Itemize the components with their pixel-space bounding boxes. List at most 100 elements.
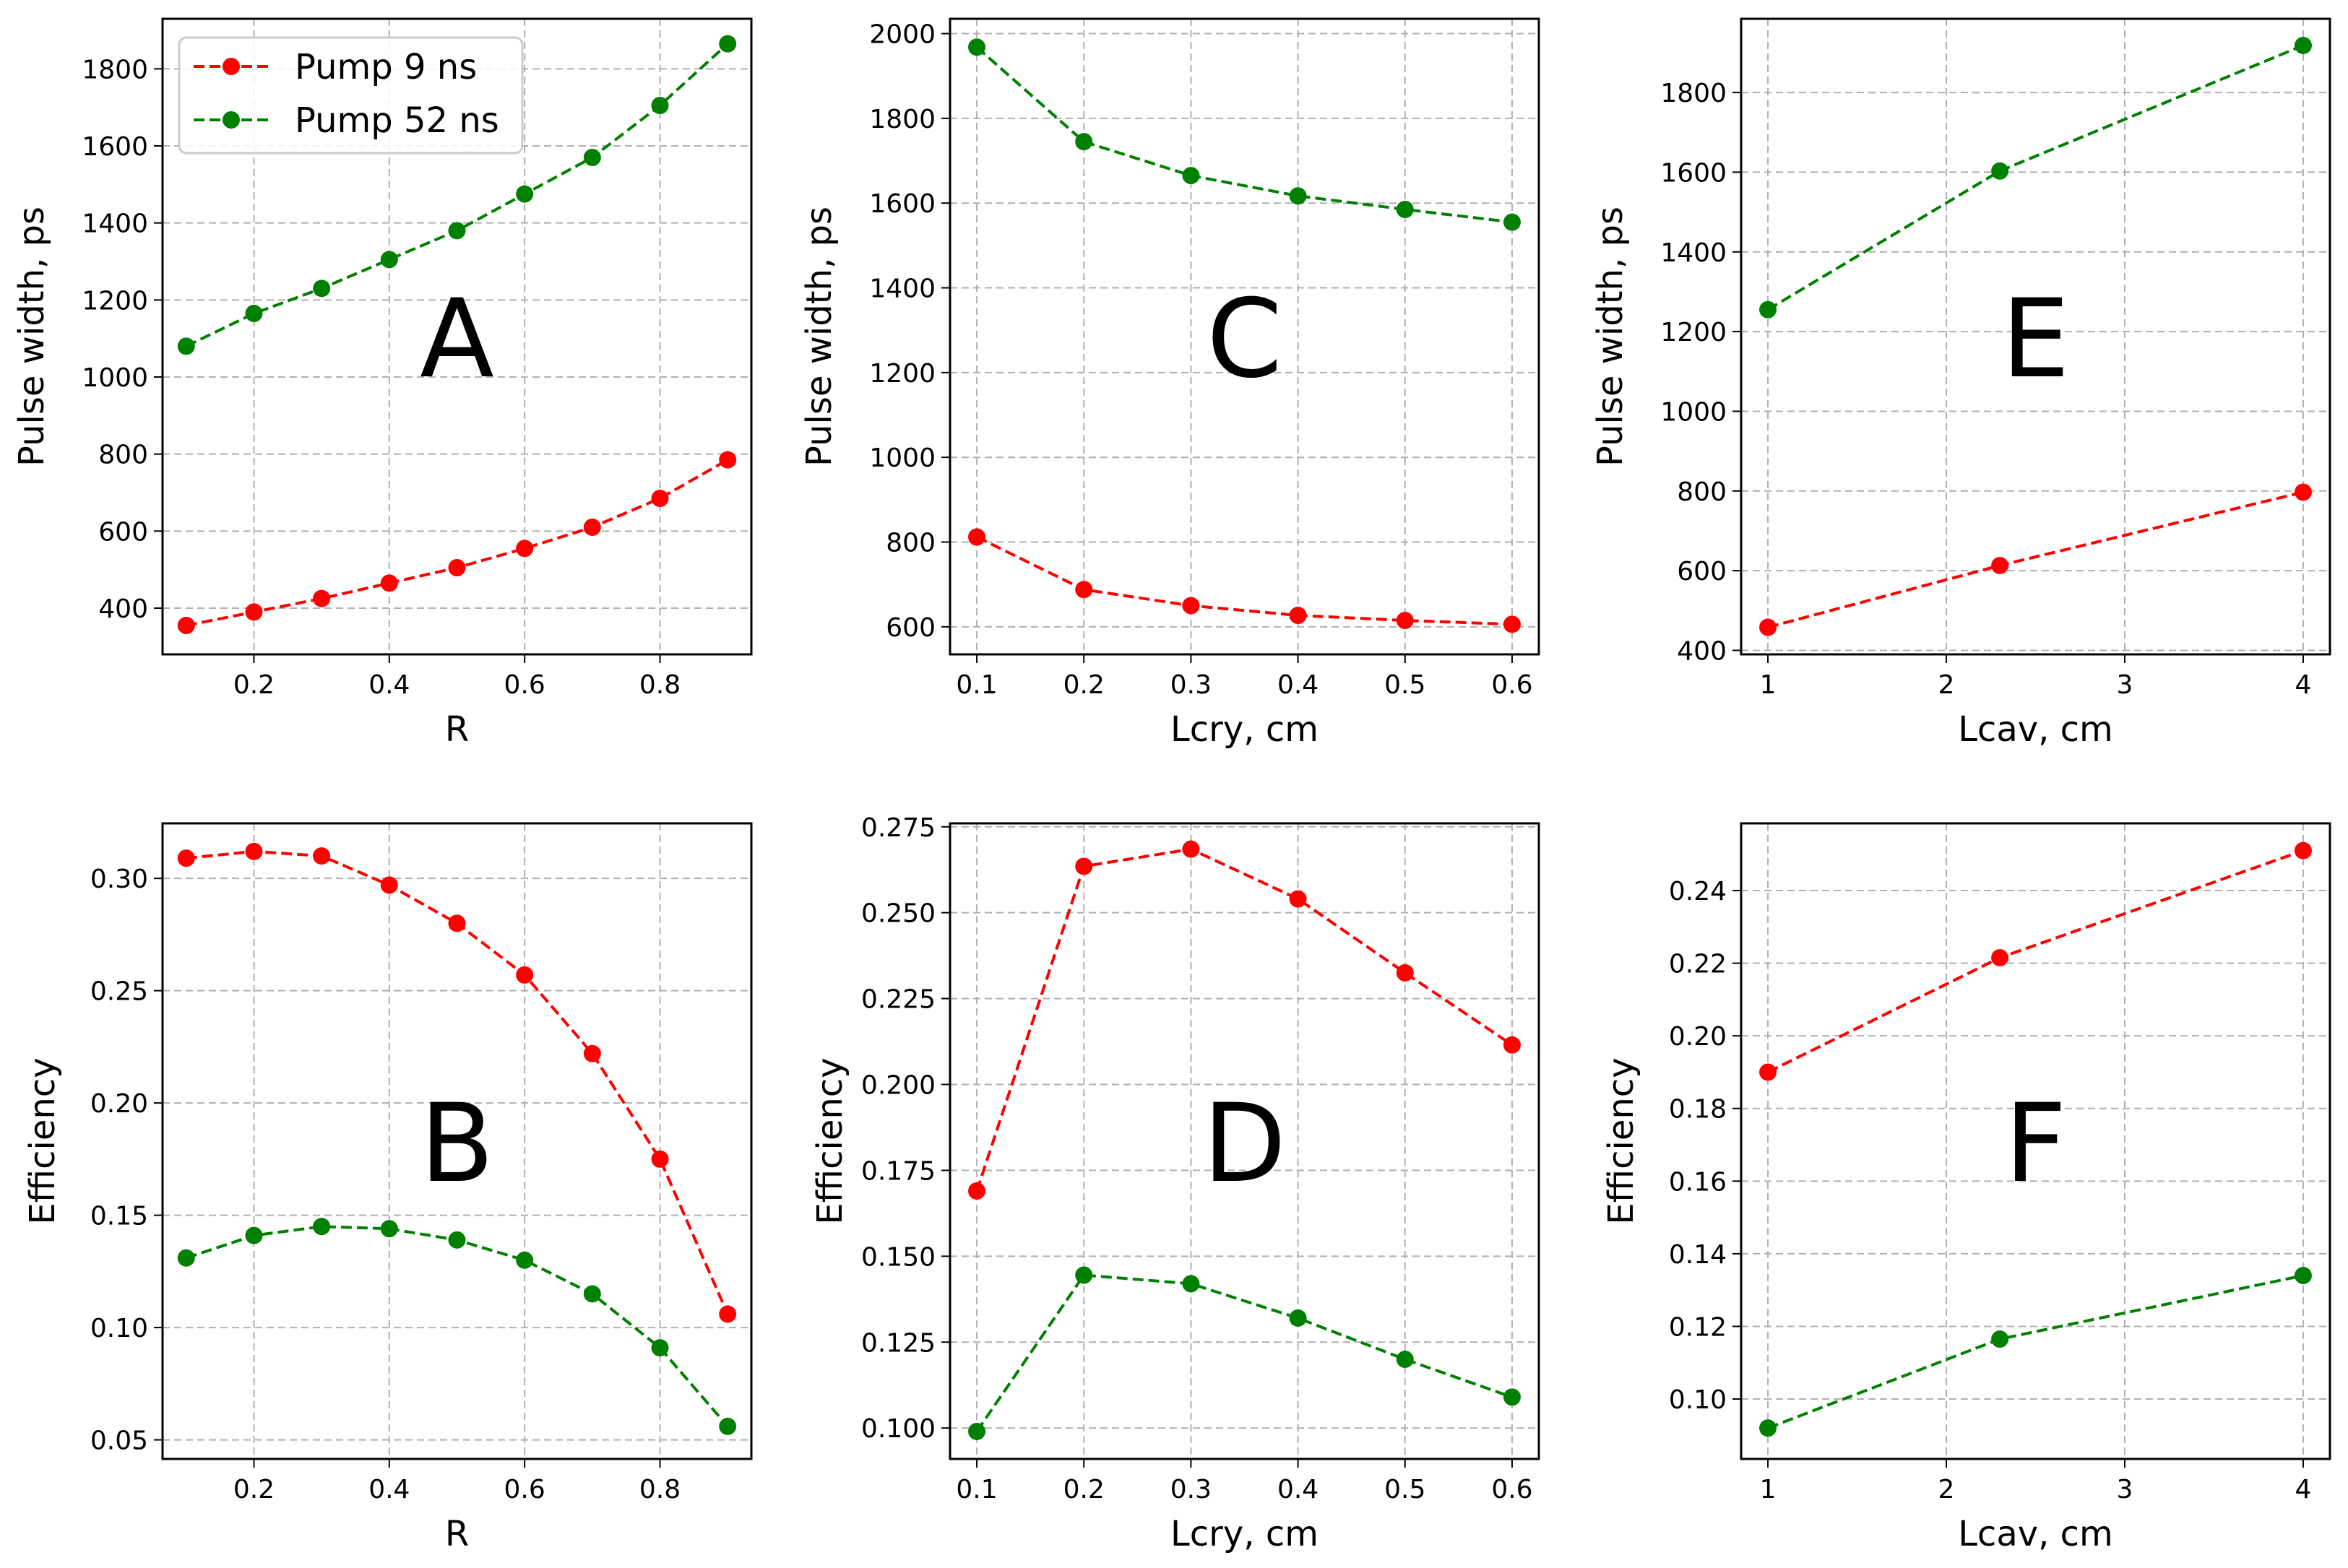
data-point-pump-9-ns [651, 490, 669, 507]
y-axis-label: Pulse width, ps [1590, 207, 1631, 467]
y-tick-label: 0.22 [1669, 950, 1727, 979]
data-point-pump-9-ns [177, 849, 195, 867]
data-point-pump-52-ns [968, 1422, 986, 1440]
data-point-pump-9-ns [1759, 1063, 1777, 1081]
y-tick-label: 0.15 [90, 1202, 148, 1231]
x-tick-label: 0.2 [1063, 1475, 1105, 1504]
series-line-pump-9-ns [186, 458, 729, 627]
data-point-pump-52-ns [1182, 1275, 1200, 1293]
y-tick-label: 0.225 [861, 985, 936, 1015]
y-tick-label: 1600 [1660, 158, 1727, 188]
series-line-pump-9-ns [975, 847, 1514, 1192]
legend-marker-pump-52 [223, 111, 240, 129]
y-tick-label: 0.20 [1669, 1022, 1727, 1052]
y-tick-label: 0.12 [1669, 1312, 1727, 1342]
panel-letter: F [2004, 1081, 2066, 1207]
y-tick-label: 1600 [82, 132, 148, 162]
x-tick-label: 0.6 [1491, 1475, 1532, 1504]
data-point-pump-9-ns [448, 559, 466, 576]
data-point-pump-9-ns [968, 528, 986, 546]
y-tick-label: 1600 [869, 189, 936, 219]
data-point-pump-52-ns [245, 305, 263, 322]
y-tick-label: 0.100 [861, 1414, 936, 1444]
data-point-pump-9-ns [719, 451, 737, 469]
data-point-pump-9-ns [245, 603, 263, 621]
data-point-pump-9-ns [448, 914, 466, 932]
panel-letter: C [1207, 277, 1282, 402]
y-tick-label: 1200 [1660, 318, 1727, 347]
y-tick-label: 0.20 [90, 1089, 148, 1119]
data-point-pump-52-ns [1289, 187, 1307, 205]
y-tick-label: 1400 [82, 209, 148, 239]
x-tick-label: 4 [2295, 670, 2312, 700]
data-point-pump-9-ns [1289, 607, 1307, 625]
data-point-pump-52-ns [177, 337, 195, 355]
chart-panel-f: 1 2 3 4 0.10 0.12 0.14 0.16 0.18 0.20 0.22 0.24 F Lca… [1601, 822, 2331, 1554]
y-tick-label: 600 [886, 613, 936, 643]
y-tick-label: 1000 [82, 363, 148, 393]
y-axis-label: Pulse width, ps [12, 207, 52, 467]
legend-marker-pump-9 [223, 58, 240, 75]
y-tick-label: 400 [1677, 636, 1727, 666]
axes-frame [161, 17, 753, 656]
data-point-pump-52-ns [380, 1220, 398, 1238]
y-tick-label: 1400 [869, 274, 936, 304]
data-point-pump-52-ns [516, 1251, 534, 1269]
data-point-pump-9-ns [1503, 615, 1521, 633]
y-tick-label: 1000 [869, 443, 936, 473]
series-line-pump-9-ns [1767, 849, 2304, 1074]
data-point-pump-52-ns [651, 97, 669, 114]
data-point-pump-9-ns [1075, 857, 1093, 875]
data-point-pump-9-ns [1075, 581, 1093, 599]
data-point-pump-9-ns [1289, 890, 1307, 908]
panel-letter: A [420, 277, 494, 402]
series-line-pump-52-ns [1767, 44, 2304, 311]
y-tick-label: 600 [1677, 557, 1727, 586]
chart-panel-d: 0.1 0.2 0.3 0.4 0.5 0.6 0.100 0.125 0.150 0.175 0.… [810, 813, 1540, 1554]
y-tick-label: 0.05 [90, 1426, 148, 1456]
chart-panel-a: 0.2 0.4 0.6 0.8 400 600 800 1000 1200 1400 1600 180… [12, 17, 753, 750]
panels: 0.2 0.4 0.6 0.84006008001000120014001600180… [12, 17, 2331, 1554]
x-axis-label: R [445, 1514, 469, 1554]
data-point-pump-52-ns [2294, 1267, 2312, 1285]
y-tick-label: 0.250 [861, 899, 936, 929]
x-tick-label: 0.3 [1170, 670, 1212, 700]
data-point-pump-9-ns [177, 617, 195, 634]
y-tick-label: 1200 [869, 359, 936, 389]
data-point-pump-9-ns [1759, 618, 1777, 636]
y-tick-label: 1800 [869, 105, 936, 134]
data-point-pump-52-ns [1396, 201, 1414, 218]
series-line-pump-52-ns [975, 46, 1513, 224]
y-tick-label: 1400 [1660, 238, 1727, 268]
x-tick-label: 0.5 [1384, 670, 1425, 700]
x-tick-label: 0.4 [368, 1475, 410, 1504]
chart-panel-b: 0.2 0.4 0.6 0.8 0.05 0.10 0.15 0.20 0.25 0.30 B R Ef… [22, 822, 753, 1554]
data-point-pump-52-ns [1991, 162, 2009, 180]
y-axis-label: Pulse width, ps [799, 207, 840, 467]
data-point-pump-52-ns [1075, 1266, 1093, 1284]
y-tick-label: 0.200 [861, 1071, 936, 1101]
chart-panel-e: 1 2 3 4 400 600 800 1000 1200 1400 1600 1800 E Lcav, … [1590, 17, 2331, 750]
x-tick-label: 0.4 [1277, 1475, 1318, 1504]
data-point-pump-52-ns [651, 1339, 669, 1357]
data-point-pump-9-ns [1991, 556, 2009, 574]
y-tick-label: 0.10 [1669, 1385, 1727, 1415]
x-tick-label: 0.6 [504, 1475, 545, 1504]
y-tick-label: 0.275 [861, 813, 936, 843]
y-tick-label: 1800 [1660, 79, 1727, 108]
axes-frame [1740, 822, 2331, 1460]
data-point-pump-9-ns [651, 1150, 669, 1168]
data-point-pump-52-ns [1991, 1330, 2009, 1348]
axes-frame [949, 822, 1540, 1460]
x-tick-label: 0.1 [956, 1475, 997, 1504]
x-tick-label: 0.8 [639, 670, 681, 700]
data-point-pump-9-ns [380, 876, 398, 894]
data-point-pump-52-ns [1759, 1419, 1777, 1437]
y-tick-label: 0.175 [861, 1156, 936, 1186]
data-point-pump-9-ns [719, 1305, 737, 1323]
data-point-pump-52-ns [516, 185, 534, 203]
axes-frame [949, 17, 1540, 656]
x-axis-label: Lcav, cm [1958, 1514, 2113, 1554]
legend-label-pump-9: Pump 9 ns [295, 47, 477, 87]
